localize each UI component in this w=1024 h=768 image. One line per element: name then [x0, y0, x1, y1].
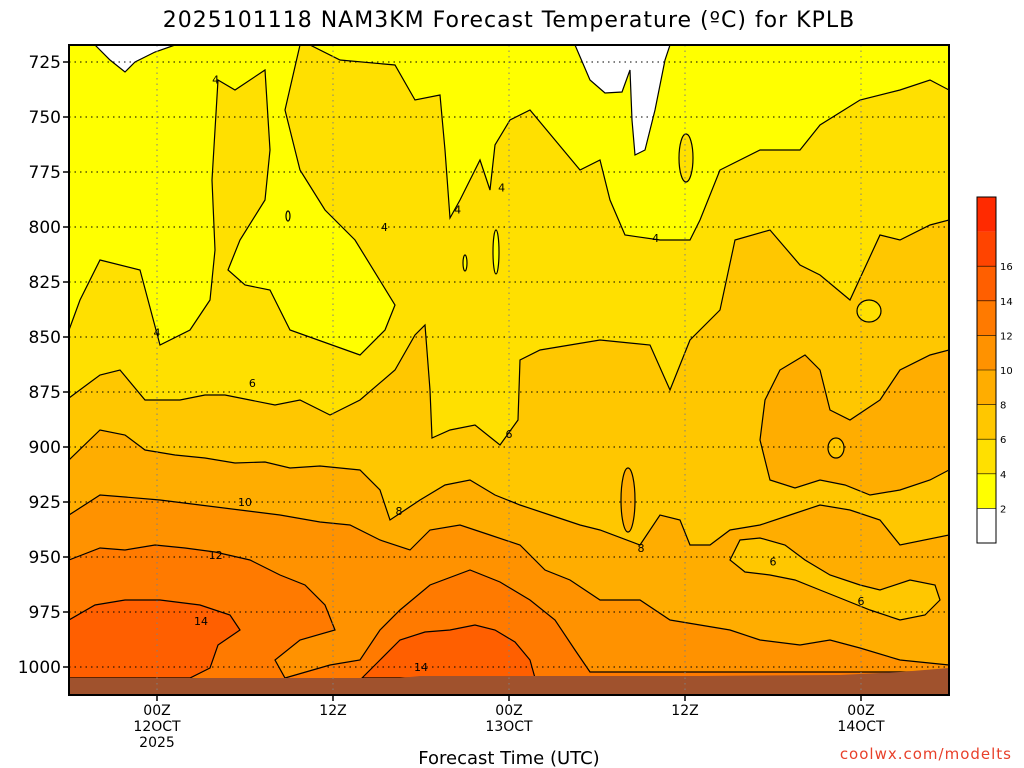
contour-label: 4	[154, 327, 161, 340]
y-tick-label: 900	[29, 438, 61, 458]
contour-label: 14	[194, 615, 208, 628]
y-tick-label: 925	[29, 493, 61, 513]
grid	[69, 45, 949, 695]
colorbar-swatch	[977, 508, 996, 543]
contour-label: 4	[652, 232, 659, 245]
colorbar-swatch	[977, 231, 996, 267]
contour-island	[856, 299, 882, 323]
colorbar-swatch	[977, 335, 996, 370]
y-tick-label: 1000	[18, 658, 61, 678]
x-tick-label: 12Z	[671, 703, 698, 719]
contour-label: 14	[414, 661, 428, 674]
contour-island	[678, 133, 694, 183]
colorbar: 2 4 6 8 10 12 14 16	[976, 196, 1013, 544]
y-axis: 725 750 775 800 825 850 875 900 925 950 975 1000	[18, 53, 69, 678]
colorbar-swatch	[977, 370, 996, 405]
contour-island	[827, 437, 845, 459]
temperature-field	[69, 45, 949, 695]
colorbar-tick-label: 8	[1000, 401, 1006, 412]
colorbar-tick-label: 4	[1000, 470, 1006, 481]
x-tick-label: 12Z	[319, 703, 346, 719]
contour-label: 6	[506, 428, 513, 441]
colorbar-swatch	[977, 404, 996, 440]
y-tick-label: 725	[29, 53, 61, 73]
x-tick-label: 00Z	[847, 703, 874, 719]
colorbar-tick-label: 14	[1000, 297, 1013, 308]
ground	[69, 668, 949, 695]
colorbar-tick-label: 6	[1000, 435, 1006, 446]
contour-label: 4	[498, 181, 505, 194]
colorbar-tick-label: 12	[1000, 331, 1013, 342]
x-tick-label: 13OCT	[485, 719, 533, 735]
contour-label: 8	[638, 542, 645, 555]
colorbar-swatch	[977, 439, 996, 474]
y-tick-label: 975	[29, 603, 61, 623]
y-tick-label: 875	[29, 383, 61, 403]
contour-label: 12	[209, 549, 223, 562]
band-12-14	[69, 544, 949, 695]
x-tick-label: 12OCT	[133, 719, 181, 735]
band-6-8-pocket	[729, 537, 941, 621]
contour-label: 4	[381, 221, 388, 234]
contour-island	[462, 254, 468, 272]
contour-island	[620, 467, 636, 533]
band-8-10-pocket	[759, 349, 949, 496]
y-tick-label: 850	[29, 328, 61, 348]
contour-label: 6	[770, 555, 777, 568]
band-2-4	[69, 45, 396, 356]
contour-label: 10	[238, 496, 252, 509]
colorbar-swatch	[977, 266, 996, 301]
colorbar-swatch	[977, 473, 996, 509]
contour-label: 4	[212, 74, 219, 87]
colorbar-swatch	[977, 197, 996, 232]
band-2-4	[309, 45, 949, 241]
colorbar-tick-label: 16	[1000, 262, 1013, 273]
colorbar-swatch	[977, 300, 996, 336]
contour-labels: 4 4 4 4 4 4 6 6 6 6 8 8 10 12 14 14	[154, 74, 865, 674]
x-tick-label: 00Z	[495, 703, 522, 719]
colorbar-tick-label: 10	[1000, 366, 1013, 377]
y-tick-label: 750	[29, 108, 61, 128]
band-14-16	[360, 624, 536, 679]
y-tick-label: 950	[29, 548, 61, 568]
band-below-2	[574, 45, 671, 156]
contour-label: 4	[454, 203, 461, 216]
chart-title: 2025101118 NAM3KM Forecast Temperature (…	[163, 8, 855, 33]
credit-text[interactable]: coolwx.com/modelts	[840, 745, 1012, 763]
y-tick-label: 775	[29, 163, 61, 183]
x-tick-label: 2025	[139, 735, 175, 751]
contour-island	[285, 210, 291, 222]
x-axis-label: Forecast Time (UTC)	[418, 748, 599, 768]
contour-label: 6	[249, 377, 256, 390]
contour-island	[492, 229, 500, 275]
y-tick-label: 825	[29, 273, 61, 293]
colorbar-tick-label: 2	[1000, 504, 1006, 515]
contour-label: 8	[396, 505, 403, 518]
x-tick-label: 00Z	[143, 703, 170, 719]
y-tick-label: 800	[29, 218, 61, 238]
contour-label: 6	[858, 595, 865, 608]
x-tick-label: 14OCT	[837, 719, 885, 735]
